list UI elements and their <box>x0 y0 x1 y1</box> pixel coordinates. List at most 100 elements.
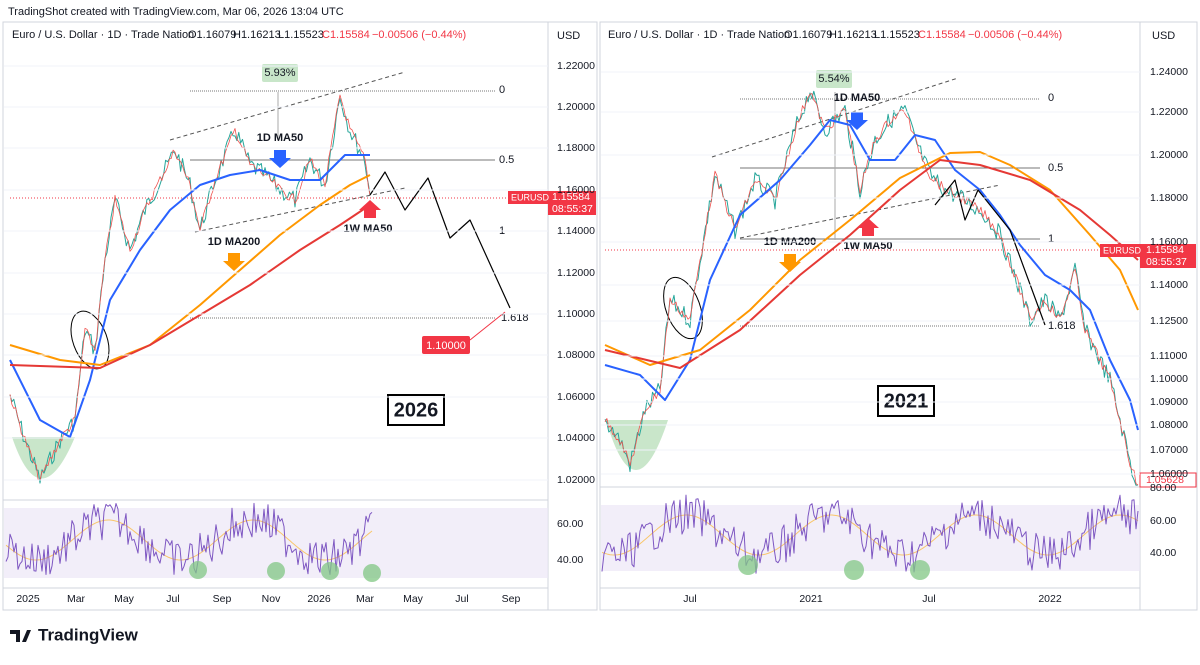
time-tick-label: May <box>114 593 135 605</box>
year-label: 2026 <box>394 399 439 421</box>
ma-label: 1W MA50 <box>844 240 893 252</box>
year-label: 2021 <box>884 390 929 412</box>
symbol-tag <box>1100 244 1140 257</box>
target-label: 1.10000 <box>426 340 466 352</box>
fib-label: 0 <box>1048 92 1054 104</box>
price-tick-label: 1.02000 <box>557 474 595 486</box>
fib-label: 1.618 <box>501 312 529 324</box>
legend-symbol: Euro / U.S. Dollar · 1D · Trade Nation <box>608 29 790 41</box>
year-box <box>877 385 935 417</box>
price-tick-label: 1.20000 <box>1150 149 1188 161</box>
right-texts: Euro / U.S. Dollar · 1D · Trade Nation O… <box>608 29 1187 486</box>
price-tick-label: 1.12000 <box>557 267 595 279</box>
ellipse-marker <box>663 276 703 340</box>
ma-label: 1W MA50 <box>344 223 393 235</box>
price-tick-label: 1.08000 <box>1150 419 1188 431</box>
rsi-tick-label: 60.00 <box>557 518 583 530</box>
fib-label: 1.618 <box>1048 320 1076 332</box>
wma50-line <box>9 204 371 369</box>
ma-label: 1D MA50 <box>257 132 303 144</box>
time-tick-label: Nov <box>262 593 281 605</box>
time-tick-label: 2025 <box>16 593 40 605</box>
price-tick-label: 1.06000 <box>557 391 595 403</box>
ma50-line <box>9 154 370 438</box>
projection-path <box>369 171 511 309</box>
time-tick-label: Jul <box>455 593 468 605</box>
price-tick-label: 1.12500 <box>1150 315 1188 327</box>
tag-price: 1.15584 <box>552 191 590 203</box>
tag-countdown: 08:55:37 <box>1146 256 1187 268</box>
price-tick-label: 1.07000 <box>1150 444 1188 456</box>
price-path <box>604 93 1139 486</box>
tag-symbol: EURUSD <box>1103 245 1142 255</box>
panel-frame <box>2 21 598 611</box>
rsi-line <box>5 502 373 575</box>
price-tick-label: 1.22000 <box>557 60 595 72</box>
rsi-circle <box>267 562 285 580</box>
price-tick-label: 1.10000 <box>557 308 595 320</box>
symbol-tag <box>508 191 548 204</box>
cup-highlight <box>606 420 668 470</box>
rsi-highlights <box>189 555 930 582</box>
rsi-circle <box>363 564 381 582</box>
fib-label: 0.5 <box>499 154 514 166</box>
time-tick-label: Jul <box>922 593 935 605</box>
target-connector <box>469 311 506 341</box>
legend-close: C1.15584 <box>918 29 966 41</box>
price-tick-label: 1.14000 <box>557 225 595 237</box>
ma-label: 1D MA50 <box>834 92 880 104</box>
time-tick-label: May <box>403 593 424 605</box>
price-tick-label: 1.22000 <box>1150 106 1188 118</box>
time-tick-label: Jul <box>683 593 696 605</box>
arrow-down <box>269 150 291 168</box>
logo-mark <box>10 630 31 642</box>
arrow-down <box>779 254 801 272</box>
time-tick-label: 2022 <box>1038 593 1062 605</box>
rsi-tick-label: 60.00 <box>1150 515 1176 527</box>
ma200-line <box>604 151 1139 366</box>
range-box <box>816 70 852 88</box>
legend-low: L1.15523 <box>278 29 324 41</box>
price-tick-label: 1.18000 <box>1150 192 1188 204</box>
tag-countdown: 08:55:37 <box>552 203 593 215</box>
left-texts: Euro / U.S. Dollar · 1D · Trade Nation O… <box>12 29 593 421</box>
channel-line <box>739 184 1001 239</box>
price-tick-label: 1.04000 <box>557 432 595 444</box>
price-tick-label: 1.14000 <box>1150 279 1188 291</box>
ma50-line <box>604 119 1139 431</box>
time-tick-label: Sep <box>502 593 521 605</box>
time-tick-label: Jul <box>166 593 179 605</box>
channel-line <box>169 71 406 141</box>
legend-high: H1.16213 <box>829 29 877 41</box>
price-tick-label: 1.24000 <box>1150 66 1188 78</box>
legend-change: −0.00506 (−0.44%) <box>968 29 1062 41</box>
range-box <box>262 64 298 82</box>
fib-label: 0 <box>499 84 505 96</box>
rsi-line <box>601 494 1139 574</box>
panel-frame <box>599 21 1198 611</box>
price-tick-label: 1.16000 <box>557 184 595 196</box>
time-tick-label: Mar <box>356 593 375 605</box>
price-tick-label: 1.11000 <box>1150 350 1187 362</box>
year-box <box>387 394 445 426</box>
price-tick-label: 1.09000 <box>1150 396 1188 408</box>
target-box <box>422 336 470 354</box>
tag-symbol: EURUSD <box>511 192 550 202</box>
ma-label: 1D MA200 <box>208 236 261 248</box>
range-label: 5.93% <box>264 67 295 79</box>
rsi-circle <box>321 562 339 580</box>
arrow-up <box>359 200 381 218</box>
rsi-tick-label: 80.00 <box>1150 482 1176 494</box>
legend-low: L1.15523 <box>874 29 920 41</box>
ma200-line <box>9 174 371 366</box>
legend-change: −0.00506 (−0.44%) <box>372 29 466 41</box>
price-tag <box>1140 244 1196 268</box>
rsi-circle <box>738 555 758 575</box>
rsi-tick-label: 40.00 <box>557 554 583 566</box>
price-tick-label: 1.16000 <box>1150 236 1188 248</box>
rsi-circle <box>910 560 930 580</box>
projection-path <box>934 179 1046 326</box>
arrow-down <box>846 112 868 130</box>
credit: TradingShot created with TradingView.com… <box>8 6 344 18</box>
